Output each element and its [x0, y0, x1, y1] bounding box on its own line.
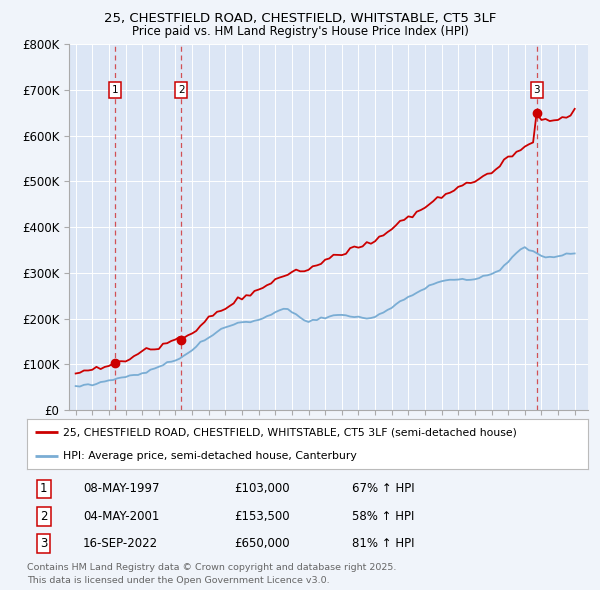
Text: 04-MAY-2001: 04-MAY-2001 [83, 510, 160, 523]
Text: 3: 3 [40, 537, 47, 550]
Text: 1: 1 [40, 483, 47, 496]
Text: 1: 1 [112, 85, 118, 95]
Text: 58% ↑ HPI: 58% ↑ HPI [352, 510, 415, 523]
Text: £153,500: £153,500 [235, 510, 290, 523]
Text: 3: 3 [533, 85, 540, 95]
Text: 81% ↑ HPI: 81% ↑ HPI [352, 537, 415, 550]
Text: £650,000: £650,000 [235, 537, 290, 550]
Text: 67% ↑ HPI: 67% ↑ HPI [352, 483, 415, 496]
Text: 16-SEP-2022: 16-SEP-2022 [83, 537, 158, 550]
Text: 25, CHESTFIELD ROAD, CHESTFIELD, WHITSTABLE, CT5 3LF: 25, CHESTFIELD ROAD, CHESTFIELD, WHITSTA… [104, 12, 496, 25]
Text: 08-MAY-1997: 08-MAY-1997 [83, 483, 160, 496]
Text: 2: 2 [40, 510, 47, 523]
Text: 25, CHESTFIELD ROAD, CHESTFIELD, WHITSTABLE, CT5 3LF (semi-detached house): 25, CHESTFIELD ROAD, CHESTFIELD, WHITSTA… [64, 427, 517, 437]
Text: Contains HM Land Registry data © Crown copyright and database right 2025.
This d: Contains HM Land Registry data © Crown c… [27, 563, 397, 585]
Text: Price paid vs. HM Land Registry's House Price Index (HPI): Price paid vs. HM Land Registry's House … [131, 25, 469, 38]
Text: HPI: Average price, semi-detached house, Canterbury: HPI: Average price, semi-detached house,… [64, 451, 357, 461]
Text: £103,000: £103,000 [235, 483, 290, 496]
Text: 2: 2 [178, 85, 184, 95]
